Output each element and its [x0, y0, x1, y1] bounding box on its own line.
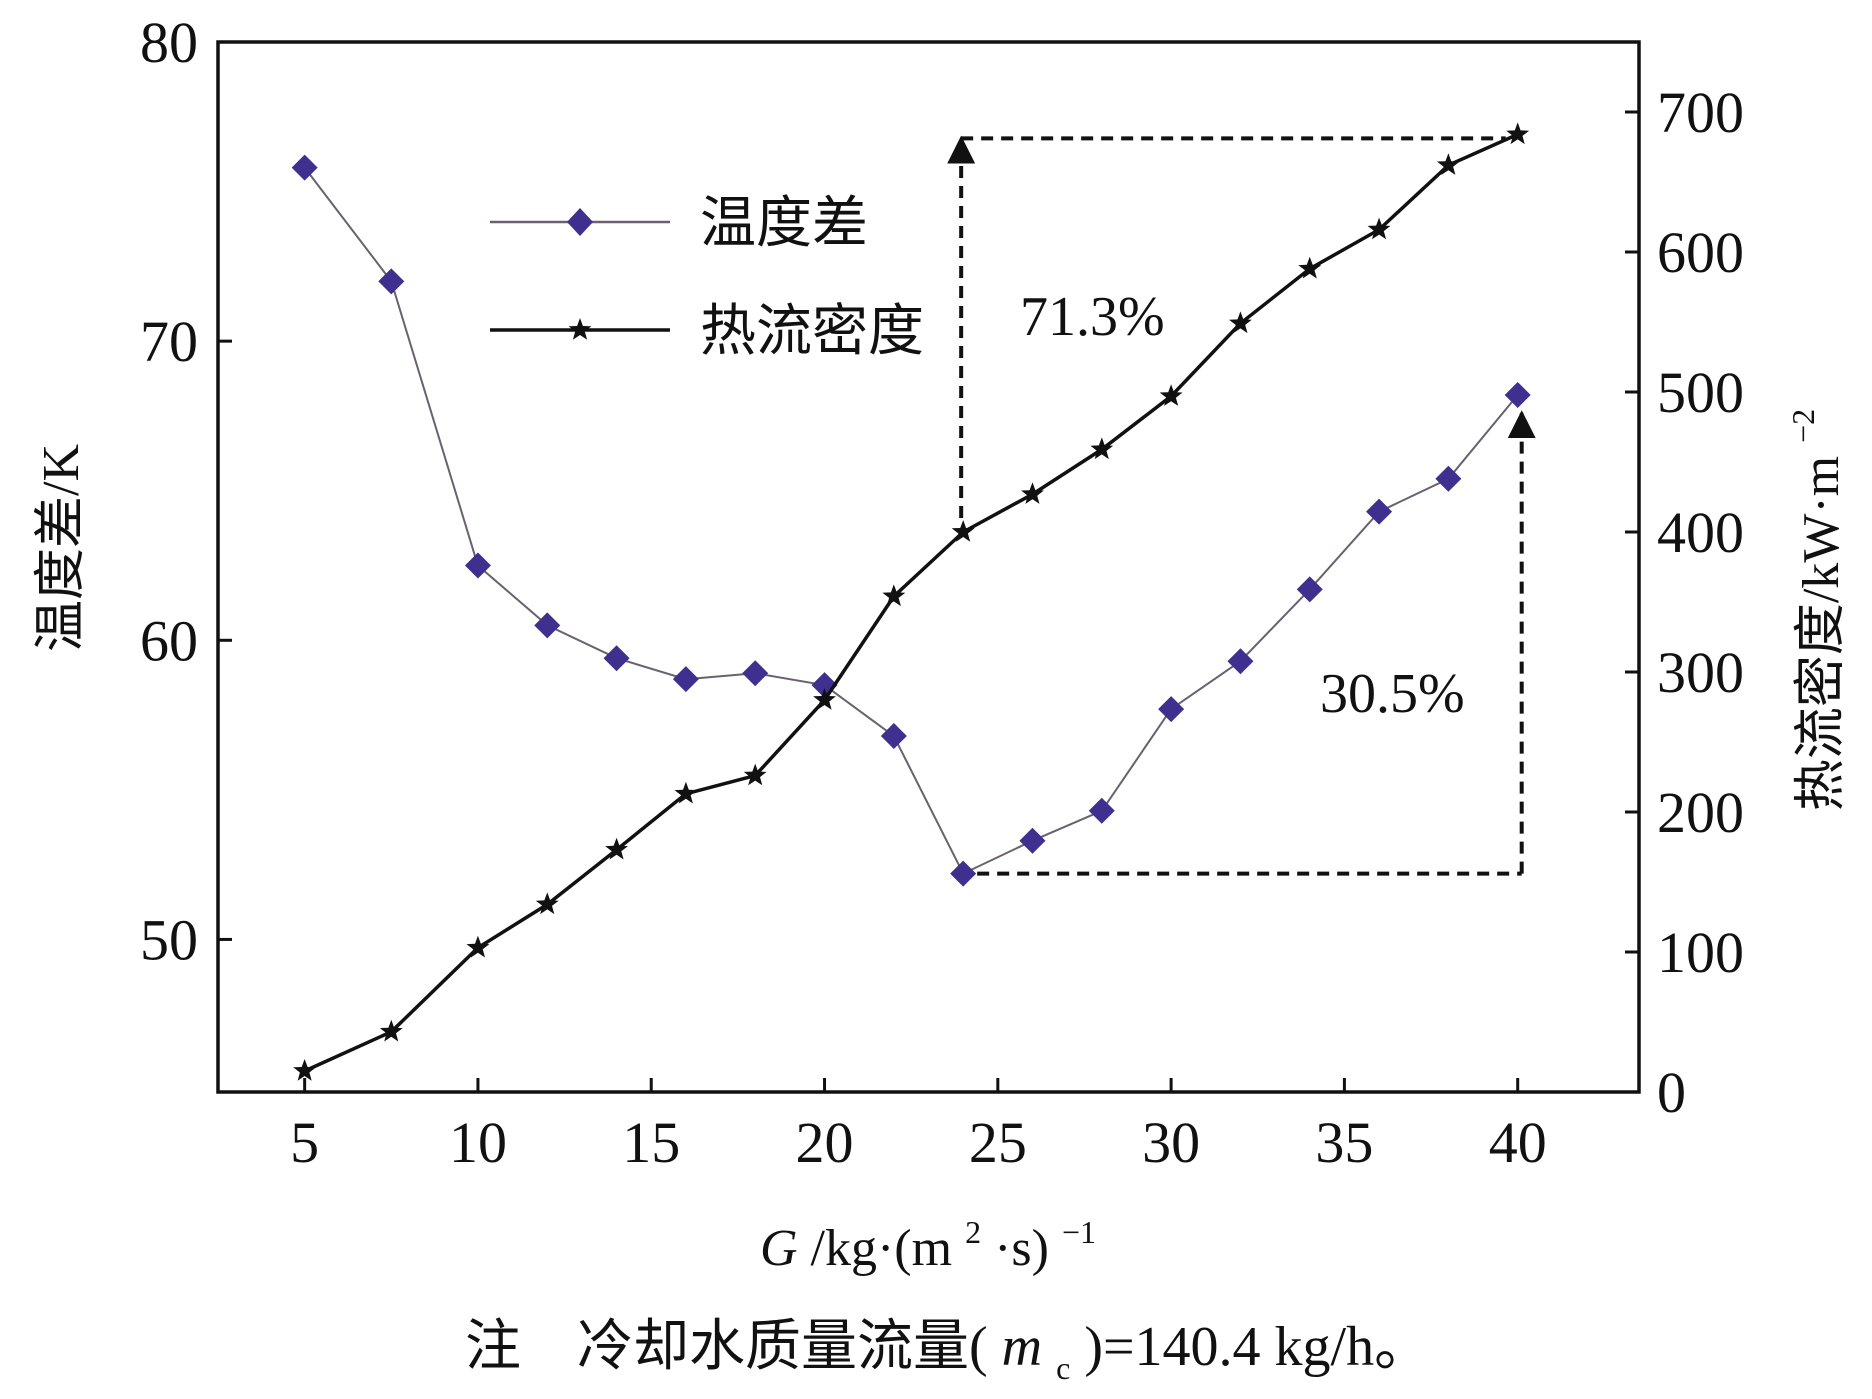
heat-flux-point	[951, 520, 975, 542]
temperature-difference-point	[1296, 576, 1323, 603]
x-axis-unit-exponent: −1	[1062, 1214, 1096, 1250]
x-axis-ticks: 5 10 15 20 25 30 35 40	[290, 1078, 1547, 1175]
x-tick-label: 35	[1315, 1110, 1373, 1175]
x-tick-label: 30	[1142, 1110, 1200, 1175]
right-y-tick-label: 200	[1657, 780, 1744, 845]
figure-note: 注 冷却水质量流量( m c )=140.4 kg/h。	[465, 1316, 1430, 1392]
heat-flux-line	[303, 132, 1519, 1073]
heat-flux-series	[293, 122, 1530, 1081]
heat-flux-increase-label: 71.3%	[1020, 286, 1165, 348]
temperature-difference-point	[672, 666, 699, 693]
left-y-tick-label: 60	[140, 608, 198, 673]
temperature-difference-point	[534, 612, 561, 639]
x-axis-unit-middle: ·s)	[994, 1220, 1049, 1277]
heat-flux-point	[1506, 122, 1530, 145]
temperature-difference-point	[880, 723, 907, 750]
temperature-difference-point	[1227, 648, 1254, 675]
heat-flux-point	[743, 763, 767, 786]
left-y-tick-label: 70	[140, 309, 198, 374]
x-axis-title: G /kg·(m 2 ·s) −1	[760, 1198, 1096, 1277]
heat-flux-point	[1437, 153, 1460, 175]
right-y-tick-label: 700	[1657, 80, 1744, 145]
temperature-difference-point	[378, 268, 405, 295]
legend-diamond-marker	[567, 208, 593, 236]
heat-flux-point	[1159, 384, 1183, 406]
left-y-axis-ticks: 50 60 70 80	[140, 10, 232, 972]
left-y-axis-title: 温度差/K	[33, 444, 90, 652]
heat-flux-point	[813, 688, 836, 710]
note-subscript: c	[1056, 1350, 1070, 1386]
right-y-axis-title-exponent: −2	[1785, 409, 1821, 443]
heat-flux-point	[674, 781, 698, 804]
left-y-tick-label: 50	[140, 907, 198, 972]
temperature-difference-series	[291, 154, 1531, 887]
temperature-difference-point	[291, 154, 318, 181]
temperature-difference-point	[1366, 498, 1393, 525]
right-y-axis-title: 热流密度/kW·m −2	[1785, 409, 1850, 811]
right-y-axis-ticks: 0 100 200 300 400 500 600 700	[1625, 80, 1744, 1125]
x-tick-label: 25	[969, 1110, 1027, 1175]
note-prefix: 注 冷却水质量流量(	[465, 1316, 988, 1378]
x-tick-label: 15	[622, 1110, 680, 1175]
heat-flux-point	[605, 837, 628, 860]
heat-flux-point	[882, 584, 906, 607]
x-tick-label: 20	[796, 1110, 854, 1175]
right-y-tick-label: 600	[1657, 220, 1744, 285]
heat-flux-point	[1229, 311, 1252, 334]
legend-temperature-label: 温度差	[700, 193, 868, 255]
note-variable: m	[1002, 1316, 1042, 1378]
temperature-difference-point	[1019, 827, 1046, 854]
temperature-difference-point	[1504, 381, 1531, 408]
heat-flux-point	[466, 935, 490, 958]
plot-frame	[216, 40, 1641, 1094]
x-axis-unit-square: 2	[965, 1214, 981, 1250]
heat-flux-point	[1367, 217, 1391, 240]
note-suffix: )=140.4 kg/h。	[1084, 1316, 1430, 1378]
change-annotations: 71.3% 30.5%	[947, 135, 1536, 876]
x-tick-label: 5	[290, 1110, 319, 1175]
temperature-difference-point	[464, 552, 491, 579]
right-y-tick-label: 400	[1657, 500, 1744, 565]
heat-flux-point	[1090, 437, 1114, 460]
heat-flux-point	[1298, 256, 1322, 279]
heat-flux-point	[1021, 482, 1044, 504]
temperature-difference-point	[1435, 465, 1462, 492]
right-y-tick-label: 0	[1657, 1060, 1686, 1125]
left-y-tick-label: 80	[140, 10, 198, 75]
right-y-tick-label: 100	[1657, 920, 1744, 985]
temperature-increase-label: 30.5%	[1320, 663, 1465, 725]
temperature-difference-point	[603, 645, 630, 672]
legend-star-marker	[568, 318, 592, 340]
legend-heat-flux-label: 热流密度	[700, 301, 924, 363]
x-tick-label: 40	[1489, 1110, 1547, 1175]
x-axis-variable: G	[760, 1220, 798, 1277]
x-tick-label: 10	[449, 1110, 507, 1175]
right-y-tick-label: 300	[1657, 640, 1744, 705]
heat-flux-point	[535, 892, 559, 915]
temperature-difference-point	[1158, 696, 1185, 723]
temperature-difference-line	[303, 166, 1519, 875]
right-y-tick-label: 500	[1657, 360, 1744, 425]
legend: 温度差 热流密度	[490, 193, 924, 363]
x-axis-unit: /kg·(m	[811, 1220, 953, 1277]
heat-flux-point	[293, 1059, 317, 1081]
temperature-difference-point	[950, 860, 977, 887]
temperature-difference-point	[742, 660, 769, 687]
right-y-axis-title-text: 热流密度/kW·m	[1793, 456, 1850, 811]
heat-flux-point	[379, 1019, 403, 1042]
temperature-difference-point	[1088, 797, 1115, 824]
